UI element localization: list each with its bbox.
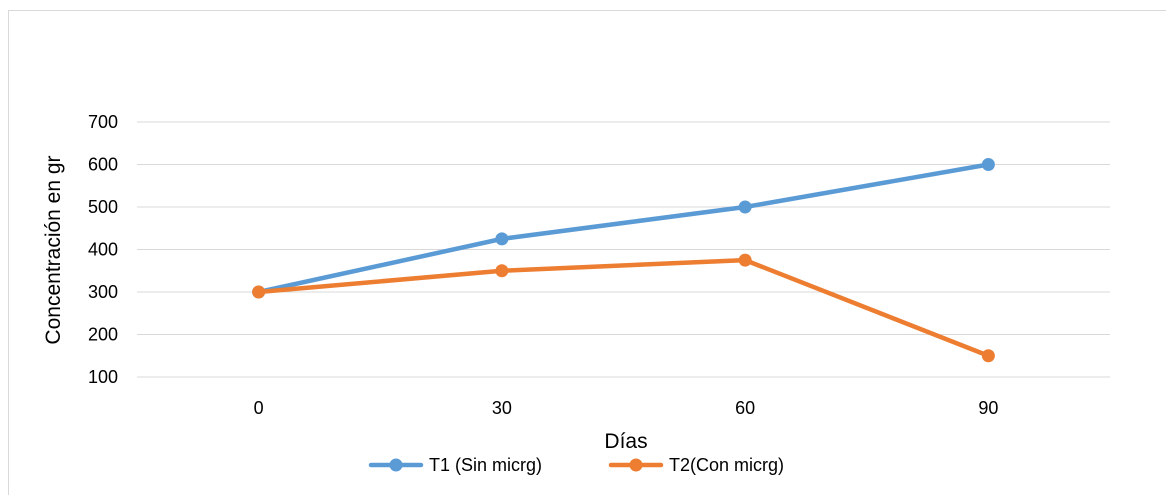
gridlines <box>137 121 1110 378</box>
y-tick-label: 600 <box>88 155 118 175</box>
data-point <box>495 264 509 278</box>
legend-swatch-marker <box>389 458 403 472</box>
x-tick-label: 90 <box>978 398 998 418</box>
x-tick-label: 0 <box>254 398 264 418</box>
series-1 <box>252 158 995 299</box>
series-line <box>256 257 991 358</box>
y-tick-label: 200 <box>88 325 118 345</box>
legend-label: T1 (Sin micrg) <box>429 455 542 475</box>
y-tick-label: 300 <box>88 282 118 302</box>
x-tick-label: 30 <box>492 398 512 418</box>
y-tick-label: 700 <box>88 112 118 132</box>
legend-entry: T2(Con micrg) <box>608 455 784 475</box>
chart-frame <box>8 10 1166 495</box>
legend-swatch-marker <box>629 458 643 472</box>
data-point <box>252 285 266 299</box>
series-line <box>256 162 991 295</box>
y-axis-title: Concentración en gr <box>42 155 65 344</box>
data-point <box>981 349 995 363</box>
y-tick-label: 100 <box>88 367 118 387</box>
x-axis-title: Días <box>604 430 647 453</box>
y-tick-label: 500 <box>88 197 118 217</box>
legend: T1 (Sin micrg) T2(Con micrg) <box>368 455 784 475</box>
x-tick-label: 60 <box>735 398 755 418</box>
legend-entry: T1 (Sin micrg) <box>368 455 542 475</box>
data-point <box>981 158 995 171</box>
y-axis-ticks: 100 200 300 400 500 600 700 <box>88 112 118 387</box>
data-point <box>738 253 752 267</box>
data-point <box>738 200 752 214</box>
series-lines <box>252 158 995 363</box>
y-tick-label: 400 <box>88 240 118 260</box>
data-point <box>495 232 509 246</box>
legend-label: T2(Con micrg) <box>669 455 784 475</box>
series-2 <box>252 253 995 363</box>
x-axis-ticks: 0 30 60 90 <box>254 398 999 418</box>
